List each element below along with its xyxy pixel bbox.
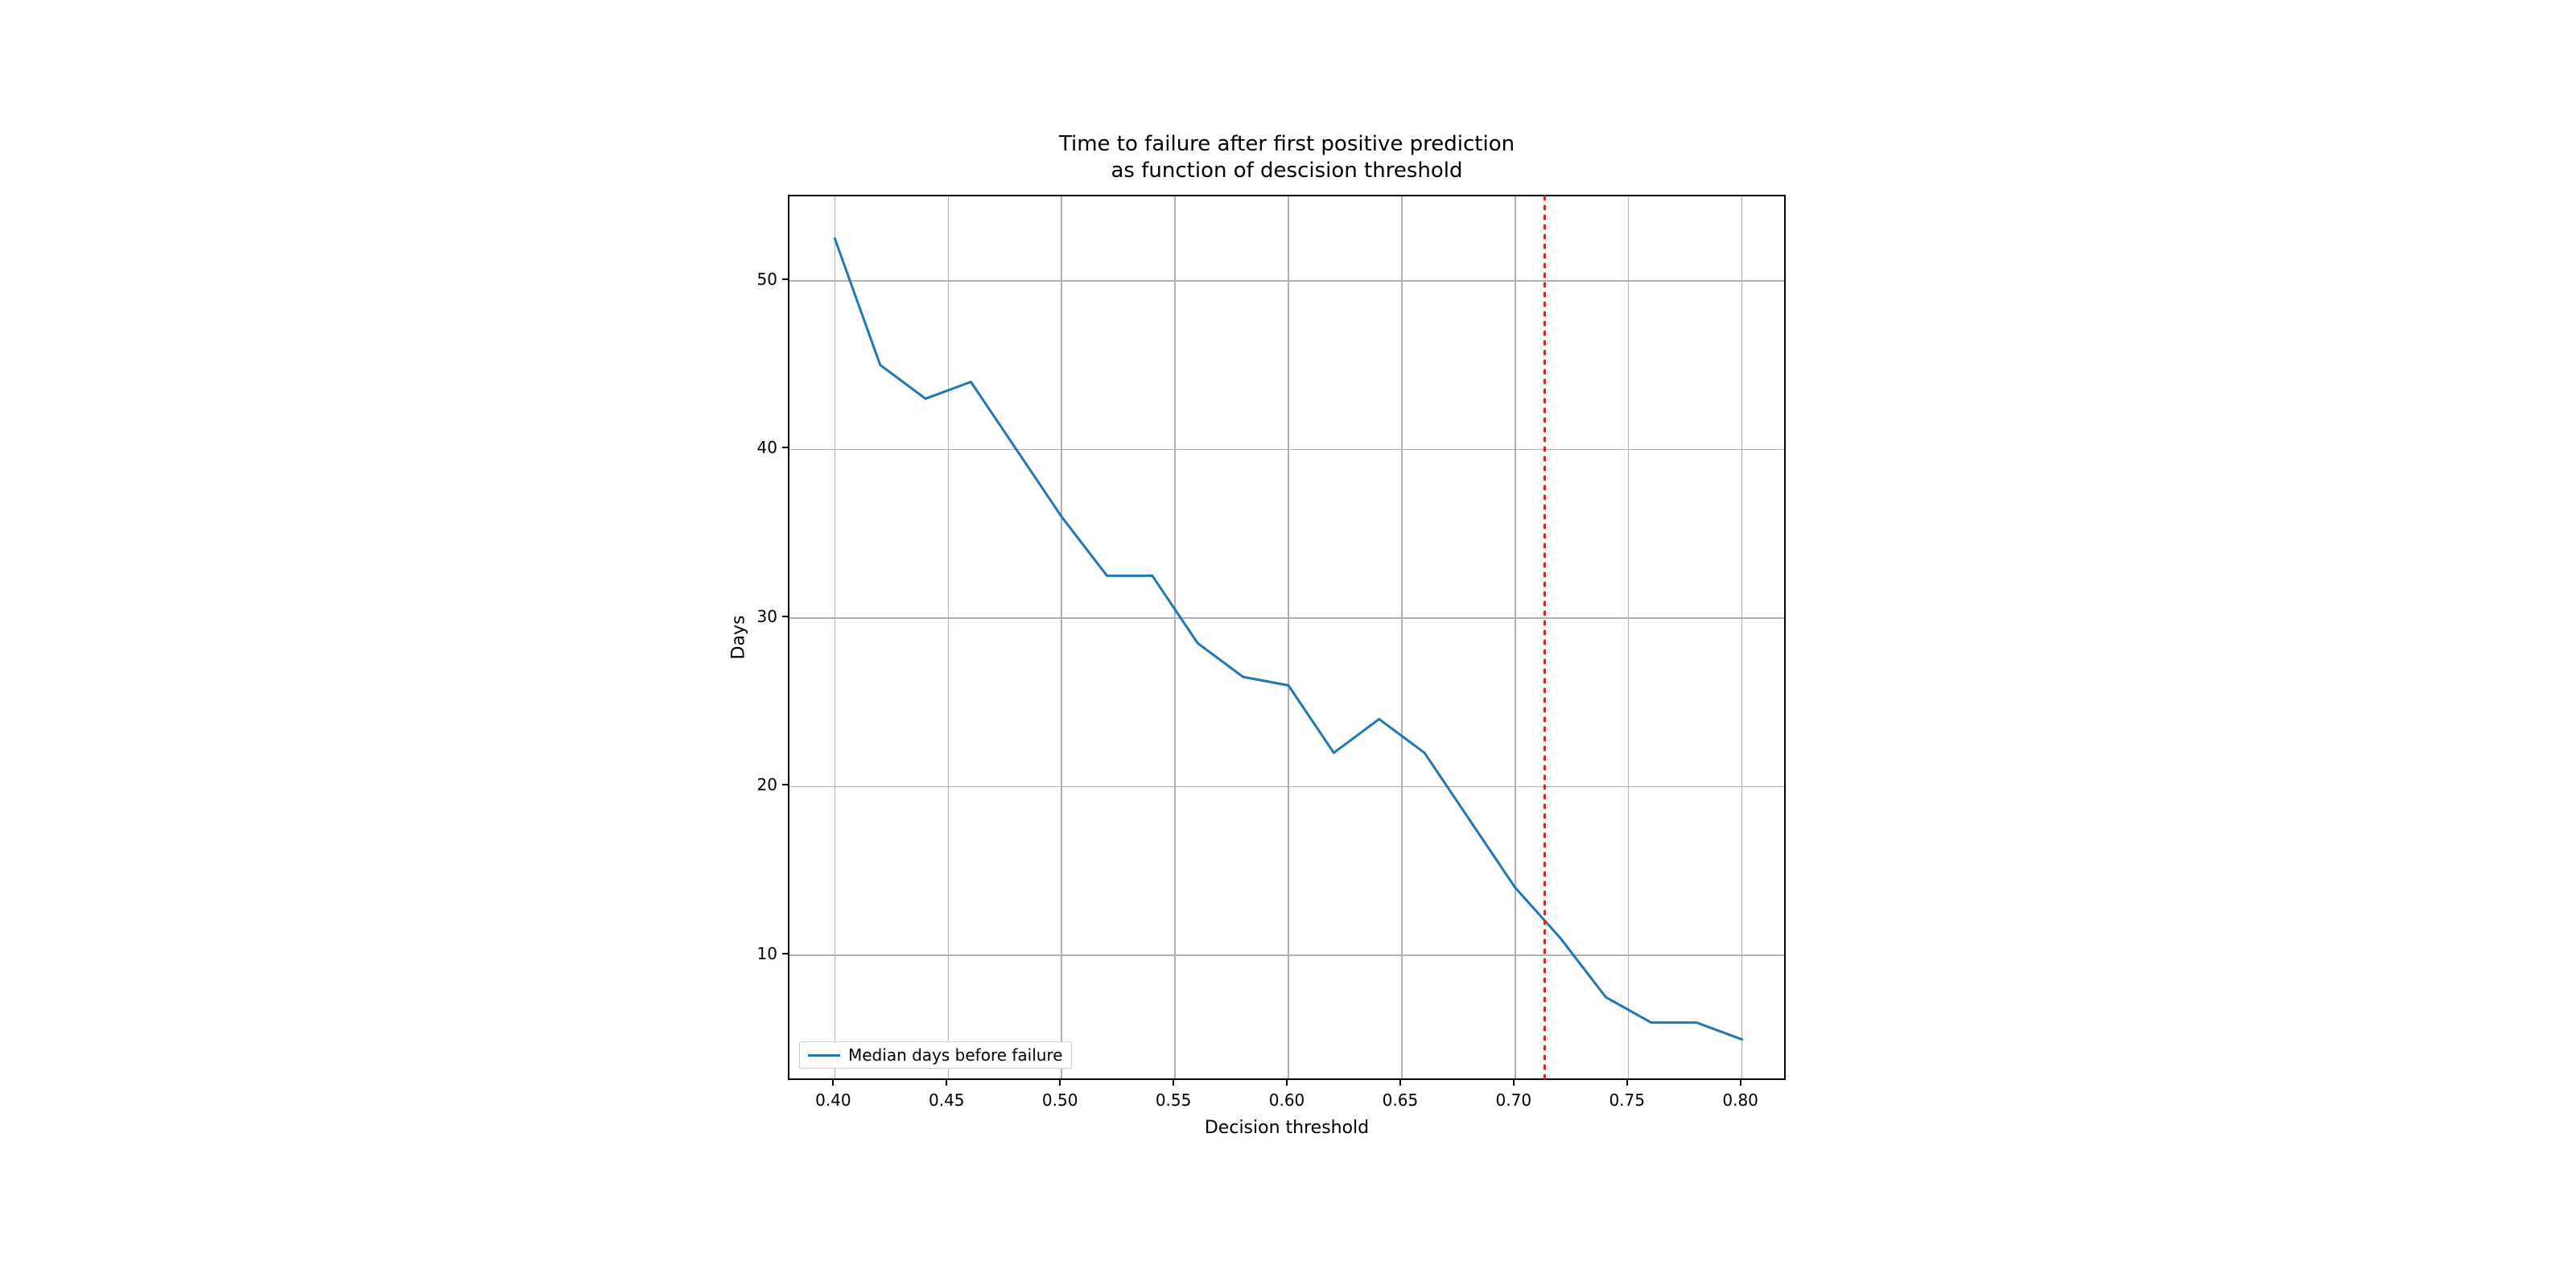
legend-label: Median days before failure <box>848 1045 1063 1065</box>
xtick-label: 0.70 <box>1496 1090 1532 1110</box>
xtick-mark <box>1173 1080 1174 1086</box>
x-axis-label: Decision threshold <box>1205 1118 1369 1138</box>
ytick-mark <box>782 278 788 280</box>
ytick-label: 20 <box>757 775 777 794</box>
xtick-label: 0.50 <box>1042 1090 1078 1110</box>
ytick-label: 30 <box>757 607 777 626</box>
ytick-mark <box>782 953 788 954</box>
xtick-label: 0.80 <box>1722 1090 1758 1110</box>
ytick-mark <box>782 447 788 448</box>
series-line <box>835 238 1741 1039</box>
xtick-label: 0.60 <box>1269 1090 1305 1110</box>
figure: 0.40 0.45 0.50 0.55 0.60 0.65 0.70 0.75 0.80 10 2… <box>0 0 2576 1282</box>
ytick-label: 10 <box>757 944 777 963</box>
ytick-label: 50 <box>757 270 777 289</box>
xtick-mark <box>1513 1080 1515 1086</box>
xtick-label: 0.65 <box>1383 1090 1419 1110</box>
xtick-label: 0.75 <box>1609 1090 1645 1110</box>
xtick-mark <box>1059 1080 1061 1086</box>
legend: Median days before failure <box>799 1041 1072 1069</box>
xtick-label: 0.55 <box>1156 1090 1192 1110</box>
ytick-mark <box>782 784 788 785</box>
plot-area <box>788 195 1786 1080</box>
xtick-mark <box>946 1080 947 1086</box>
xtick-mark <box>832 1080 834 1086</box>
legend-line-icon <box>808 1054 840 1057</box>
ytick-mark <box>782 616 788 617</box>
series-svg <box>789 196 1787 1082</box>
chart-title: Time to failure after first positive pre… <box>1059 131 1515 183</box>
xtick-label: 0.40 <box>815 1090 851 1110</box>
xtick-mark <box>1740 1080 1741 1086</box>
xtick-mark <box>1399 1080 1401 1086</box>
xtick-label: 0.45 <box>929 1090 965 1110</box>
xtick-mark <box>1626 1080 1628 1086</box>
xtick-mark <box>1286 1080 1288 1086</box>
y-axis-label: Days <box>729 616 749 660</box>
ytick-label: 40 <box>757 438 777 457</box>
